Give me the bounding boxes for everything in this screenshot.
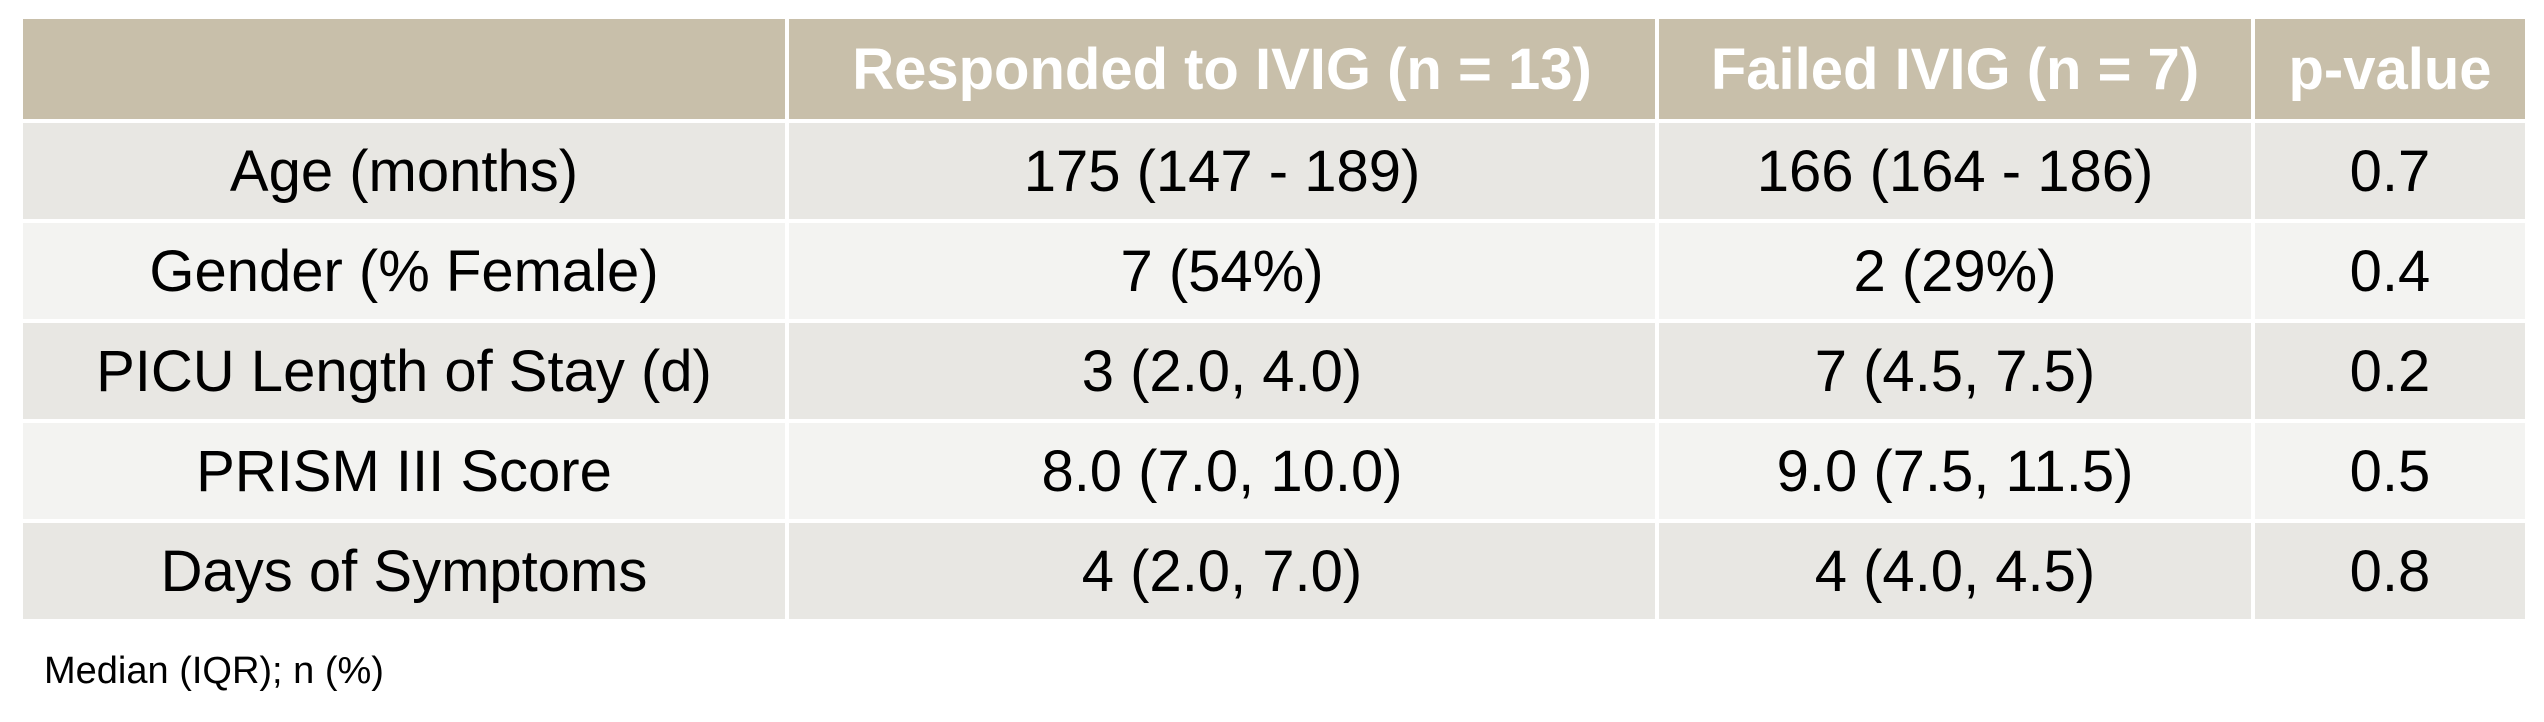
failed-cell: 166 (164 - 186): [1655, 119, 2255, 223]
row-label: Age (months): [19, 119, 789, 223]
row-label: Days of Symptoms: [19, 519, 789, 623]
row-label: Gender (% Female): [19, 219, 789, 323]
p-value-cell: 0.5: [2251, 419, 2529, 523]
table-row: Days of Symptoms 4 (2.0, 7.0) 4 (4.0, 4.…: [19, 519, 2529, 623]
header-cell-failed: Failed IVIG (n = 7): [1655, 15, 2255, 123]
table-row: Age (months) 175 (147 - 189) 166 (164 - …: [19, 119, 2529, 223]
responded-cell: 175 (147 - 189): [785, 119, 1659, 223]
p-value-cell: 0.2: [2251, 319, 2529, 423]
header-cell-p-value: p-value: [2251, 15, 2529, 123]
table-row: PRISM III Score 8.0 (7.0, 10.0) 9.0 (7.5…: [19, 419, 2529, 523]
failed-cell: 4 (4.0, 4.5): [1655, 519, 2255, 623]
failed-cell: 2 (29%): [1655, 219, 2255, 323]
table-footnote: Median (IQR); n (%): [44, 650, 384, 692]
responded-cell: 8.0 (7.0, 10.0): [785, 419, 1659, 523]
comparison-table-container: Responded to IVIG (n = 13) Failed IVIG (…: [19, 15, 2529, 623]
p-value-cell: 0.4: [2251, 219, 2529, 323]
row-label: PICU Length of Stay (d): [19, 319, 789, 423]
header-cell-blank: [19, 15, 789, 123]
responded-cell: 3 (2.0, 4.0): [785, 319, 1659, 423]
comparison-table: Responded to IVIG (n = 13) Failed IVIG (…: [19, 15, 2529, 623]
failed-cell: 7 (4.5, 7.5): [1655, 319, 2255, 423]
row-label: PRISM III Score: [19, 419, 789, 523]
responded-cell: 4 (2.0, 7.0): [785, 519, 1659, 623]
responded-cell: 7 (54%): [785, 219, 1659, 323]
table-row: Gender (% Female) 7 (54%) 2 (29%) 0.4: [19, 219, 2529, 323]
failed-cell: 9.0 (7.5, 11.5): [1655, 419, 2255, 523]
table-header-row: Responded to IVIG (n = 13) Failed IVIG (…: [19, 15, 2529, 123]
table-row: PICU Length of Stay (d) 3 (2.0, 4.0) 7 (…: [19, 319, 2529, 423]
header-cell-responded: Responded to IVIG (n = 13): [785, 15, 1659, 123]
p-value-cell: 0.7: [2251, 119, 2529, 223]
p-value-cell: 0.8: [2251, 519, 2529, 623]
